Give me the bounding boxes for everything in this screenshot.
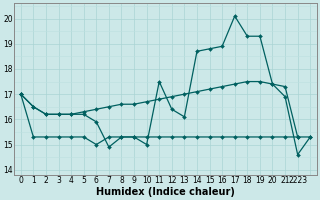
X-axis label: Humidex (Indice chaleur): Humidex (Indice chaleur) [96,187,235,197]
